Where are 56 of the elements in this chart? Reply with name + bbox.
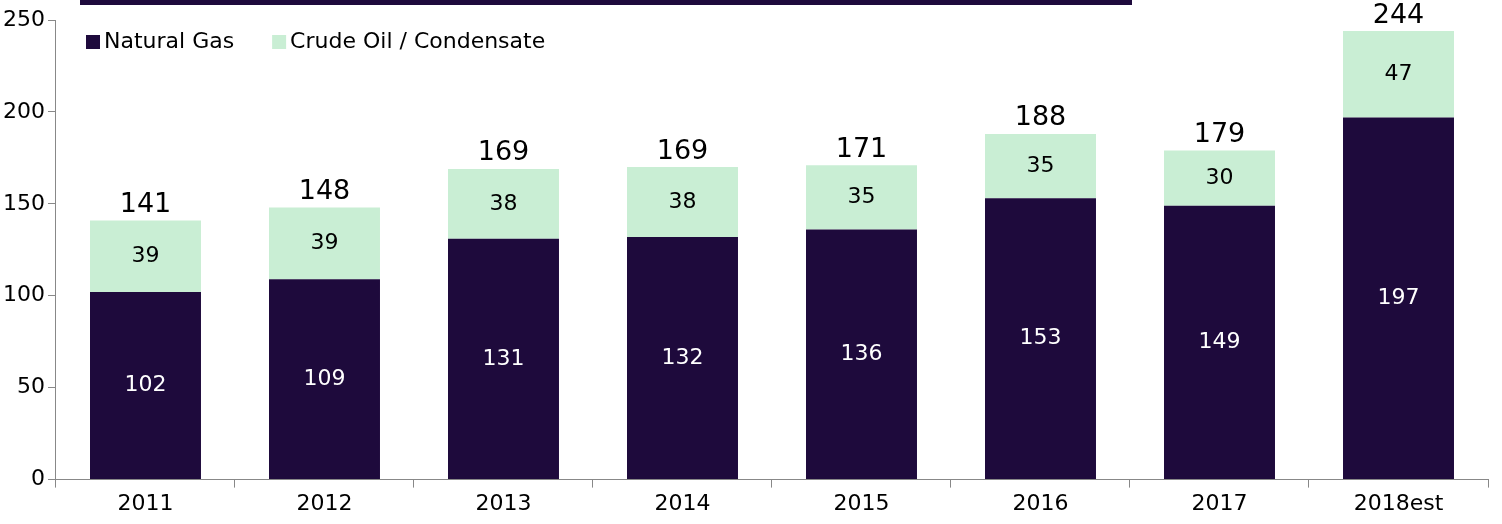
- x-tick-label: 2011: [117, 489, 174, 515]
- bar: [1164, 205, 1275, 480]
- total-label: 169: [656, 133, 709, 165]
- data-label: 38: [489, 189, 518, 215]
- x-tick-label: 2016: [1012, 489, 1069, 515]
- total-label: 148: [298, 174, 351, 206]
- legend-label: Crude Oil / Condensate: [290, 27, 546, 53]
- x-tick-label: 2012: [296, 489, 353, 515]
- data-label: 109: [303, 364, 346, 390]
- bar: [448, 238, 559, 480]
- data-label: 39: [131, 241, 160, 267]
- bar: [1343, 31, 1454, 118]
- data-label: 47: [1384, 59, 1413, 85]
- bar: [806, 165, 917, 230]
- bar: [985, 198, 1096, 480]
- total-label: 169: [477, 135, 530, 167]
- data-label: 197: [1377, 283, 1420, 309]
- data-label: 102: [124, 371, 167, 397]
- y-tick-label: 50: [16, 373, 45, 399]
- bar: [269, 279, 380, 480]
- data-label: 35: [847, 183, 876, 209]
- bar: [448, 168, 559, 239]
- bar: [806, 229, 917, 480]
- y-tick-label: 250: [2, 5, 45, 31]
- y-tick-label: 0: [30, 465, 45, 491]
- y-tick-label: 150: [2, 189, 45, 215]
- data-label: 35: [1026, 151, 1055, 177]
- data-label: 149: [1198, 328, 1241, 354]
- bar: [1343, 117, 1454, 480]
- total-label: 171: [835, 131, 888, 163]
- legend-label: Natural Gas: [103, 27, 235, 53]
- bar: [985, 133, 1096, 199]
- data-label: 39: [310, 229, 339, 255]
- bar: [1164, 150, 1275, 206]
- total-label: 244: [1372, 0, 1425, 29]
- data-label: 131: [482, 344, 525, 370]
- data-label: 153: [1019, 324, 1062, 350]
- data-label: 136: [840, 340, 883, 366]
- total-label: 179: [1193, 117, 1246, 149]
- bar: [627, 167, 738, 237]
- x-tick-label: 2013: [475, 489, 532, 515]
- data-label: 30: [1205, 163, 1234, 189]
- x-tick-label: 2014: [654, 489, 711, 515]
- bar: [90, 220, 201, 293]
- data-label: 38: [668, 187, 697, 213]
- bar: [90, 292, 201, 480]
- data-label: 132: [661, 343, 704, 369]
- y-tick-label: 100: [2, 281, 45, 307]
- x-tick-label: 2018est: [1353, 489, 1444, 515]
- total-label: 188: [1014, 100, 1067, 132]
- x-tick-label: 2015: [833, 489, 890, 515]
- x-tick-label: 2017: [1191, 489, 1248, 515]
- bar: [269, 207, 380, 280]
- bar: [627, 236, 738, 480]
- y-tick-label: 200: [2, 97, 45, 123]
- total-label: 141: [119, 186, 172, 218]
